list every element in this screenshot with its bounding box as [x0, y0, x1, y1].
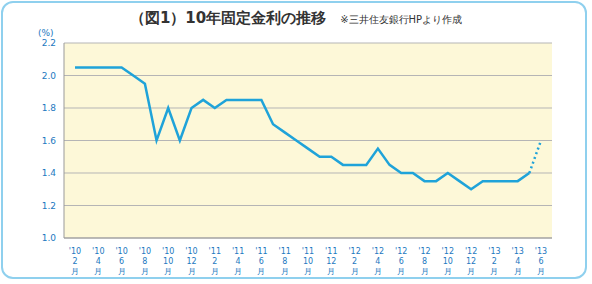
svg-text:2.2: 2.2 — [42, 38, 56, 48]
svg-text:2: 2 — [72, 257, 77, 266]
svg-text:月: 月 — [71, 267, 79, 276]
svg-text:'11: '11 — [302, 247, 314, 256]
svg-text:月: 月 — [234, 267, 242, 276]
svg-text:'10: '10 — [162, 247, 174, 256]
svg-text:2: 2 — [352, 257, 357, 266]
svg-text:'11: '11 — [209, 247, 221, 256]
svg-text:月: 月 — [374, 267, 382, 276]
svg-text:'12: '12 — [465, 247, 477, 256]
svg-text:'11: '11 — [279, 247, 291, 256]
svg-text:'13: '13 — [488, 247, 500, 256]
svg-text:'13: '13 — [535, 247, 547, 256]
svg-text:月: 月 — [537, 267, 545, 276]
svg-text:6: 6 — [259, 257, 264, 266]
svg-text:6: 6 — [538, 257, 543, 266]
svg-text:月: 月 — [257, 267, 265, 276]
svg-text:4: 4 — [515, 257, 520, 266]
svg-text:'10: '10 — [139, 247, 151, 256]
svg-text:10: 10 — [163, 257, 173, 266]
svg-text:月: 月 — [94, 267, 102, 276]
svg-text:1.2: 1.2 — [42, 201, 56, 211]
svg-text:2: 2 — [212, 257, 217, 266]
svg-text:月: 月 — [188, 267, 196, 276]
svg-text:8: 8 — [422, 257, 427, 266]
html-text:※三井住友銀行HPより作成: ※三井住友銀行HPより作成 — [340, 14, 463, 25]
svg-text:月: 月 — [490, 267, 498, 276]
svg-text:月: 月 — [141, 267, 149, 276]
svg-text:'12: '12 — [372, 247, 384, 256]
svg-text:10: 10 — [303, 257, 313, 266]
svg-text:月: 月 — [514, 267, 522, 276]
svg-text:'12: '12 — [395, 247, 407, 256]
svg-text:月: 月 — [397, 267, 405, 276]
svg-text:月: 月 — [211, 267, 219, 276]
svg-text:6: 6 — [119, 257, 124, 266]
svg-text:'11: '11 — [255, 247, 267, 256]
svg-text:'10: '10 — [185, 247, 197, 256]
svg-text:1.0: 1.0 — [42, 233, 57, 243]
svg-text:月: 月 — [444, 267, 452, 276]
svg-text:2.0: 2.0 — [42, 71, 57, 81]
svg-text:4: 4 — [375, 257, 380, 266]
svg-text:1.4: 1.4 — [42, 168, 57, 178]
svg-text:1.6: 1.6 — [42, 136, 57, 146]
svg-text:月: 月 — [421, 267, 429, 276]
svg-text:'12: '12 — [442, 247, 454, 256]
svg-text:1.8: 1.8 — [42, 103, 57, 113]
svg-text:月: 月 — [164, 267, 172, 276]
svg-text:'12: '12 — [348, 247, 360, 256]
svg-text:'13: '13 — [512, 247, 524, 256]
svg-text:10: 10 — [443, 257, 453, 266]
svg-text:'10: '10 — [115, 247, 127, 256]
svg-text:月: 月 — [327, 267, 335, 276]
svg-text:'11: '11 — [232, 247, 244, 256]
svg-text:12: 12 — [186, 257, 196, 266]
html-text:（図1）10年固定金利の推移: （図1）10年固定金利の推移 — [129, 9, 327, 27]
svg-text:2: 2 — [492, 257, 497, 266]
svg-text:12: 12 — [466, 257, 476, 266]
svg-text:8: 8 — [142, 257, 147, 266]
svg-text:月: 月 — [281, 267, 289, 276]
svg-text:月: 月 — [351, 267, 359, 276]
svg-text:月: 月 — [118, 267, 126, 276]
svg-text:'11: '11 — [325, 247, 337, 256]
svg-text:6: 6 — [399, 257, 404, 266]
svg-text:月: 月 — [304, 267, 312, 276]
svg-text:'10: '10 — [92, 247, 104, 256]
svg-text:4: 4 — [96, 257, 101, 266]
svg-text:8: 8 — [282, 257, 287, 266]
svg-text:'10: '10 — [69, 247, 81, 256]
svg-text:'12: '12 — [418, 247, 430, 256]
svg-text:12: 12 — [326, 257, 336, 266]
svg-text:4: 4 — [236, 257, 241, 266]
svg-text:月: 月 — [467, 267, 475, 276]
